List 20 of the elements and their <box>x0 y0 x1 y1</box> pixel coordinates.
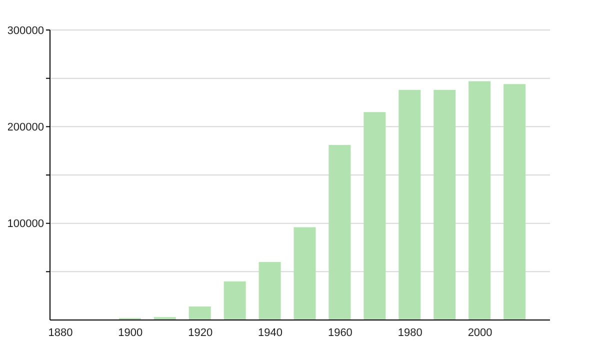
x-tick-label: 2000 <box>468 326 492 339</box>
bar <box>398 90 421 320</box>
bar <box>364 112 386 320</box>
y-tick-label: 100000 <box>7 218 44 230</box>
bar <box>258 262 281 320</box>
y-tick-label: 300000 <box>7 24 44 37</box>
x-tick-label: 1960 <box>328 326 352 339</box>
y-tick-label: 200000 <box>7 122 44 134</box>
bar <box>294 227 316 320</box>
x-tick-label: 1920 <box>188 326 213 339</box>
bar <box>504 84 526 320</box>
x-tick-label: 1940 <box>258 326 283 339</box>
bar <box>434 90 456 320</box>
x-tick-label: 1880 <box>48 326 73 339</box>
bar <box>224 281 246 320</box>
x-tick-label: 1980 <box>398 326 422 339</box>
bar <box>328 145 351 320</box>
bar <box>468 81 491 320</box>
x-tick-label: 1900 <box>118 326 143 339</box>
bar <box>188 306 211 320</box>
